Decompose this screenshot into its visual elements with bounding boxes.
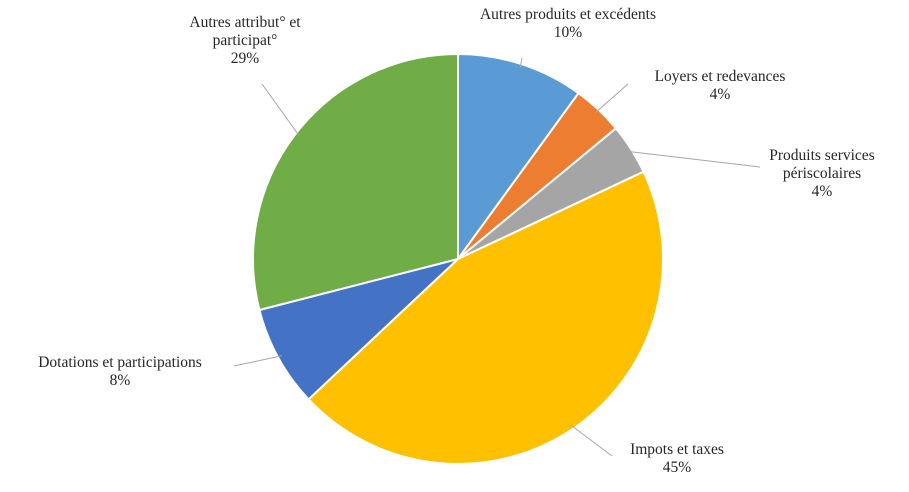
value-label: 29% (230, 50, 260, 67)
data-label: Loyers et redevances 4% (620, 68, 820, 104)
value-label: 8% (109, 372, 131, 389)
data-label: Autres produits et excédents 10% (458, 6, 678, 42)
category-label: Produits services périscolaires (769, 147, 875, 182)
leader-line (261, 83, 300, 137)
pie-slice (307, 170, 664, 465)
category-label: Autres attribut° et participat° (189, 14, 301, 49)
leader-line (519, 57, 523, 69)
pie-slice (252, 52, 459, 312)
leader-line (570, 424, 613, 457)
category-label: Dotations et participations (38, 354, 202, 371)
value-label: 45% (662, 459, 692, 476)
category-label: Impots et taxes (630, 441, 724, 458)
leader-line (595, 83, 629, 113)
data-label: Dotations et participations 8% (0, 354, 240, 390)
category-label: Loyers et redevances (654, 68, 786, 85)
data-label: Produits services périscolaires 4% (757, 147, 887, 201)
value-label: 4% (709, 86, 731, 103)
pie-slice (258, 258, 459, 401)
data-label: Autres attribut° et participat° 29% (165, 14, 325, 68)
value-label: 4% (811, 183, 833, 200)
leader-line (627, 150, 761, 168)
category-label: Autres produits et excédents (479, 6, 657, 23)
data-label: Impots et taxes 45% (597, 441, 757, 477)
leader-line (233, 355, 283, 367)
value-label: 10% (553, 24, 583, 41)
